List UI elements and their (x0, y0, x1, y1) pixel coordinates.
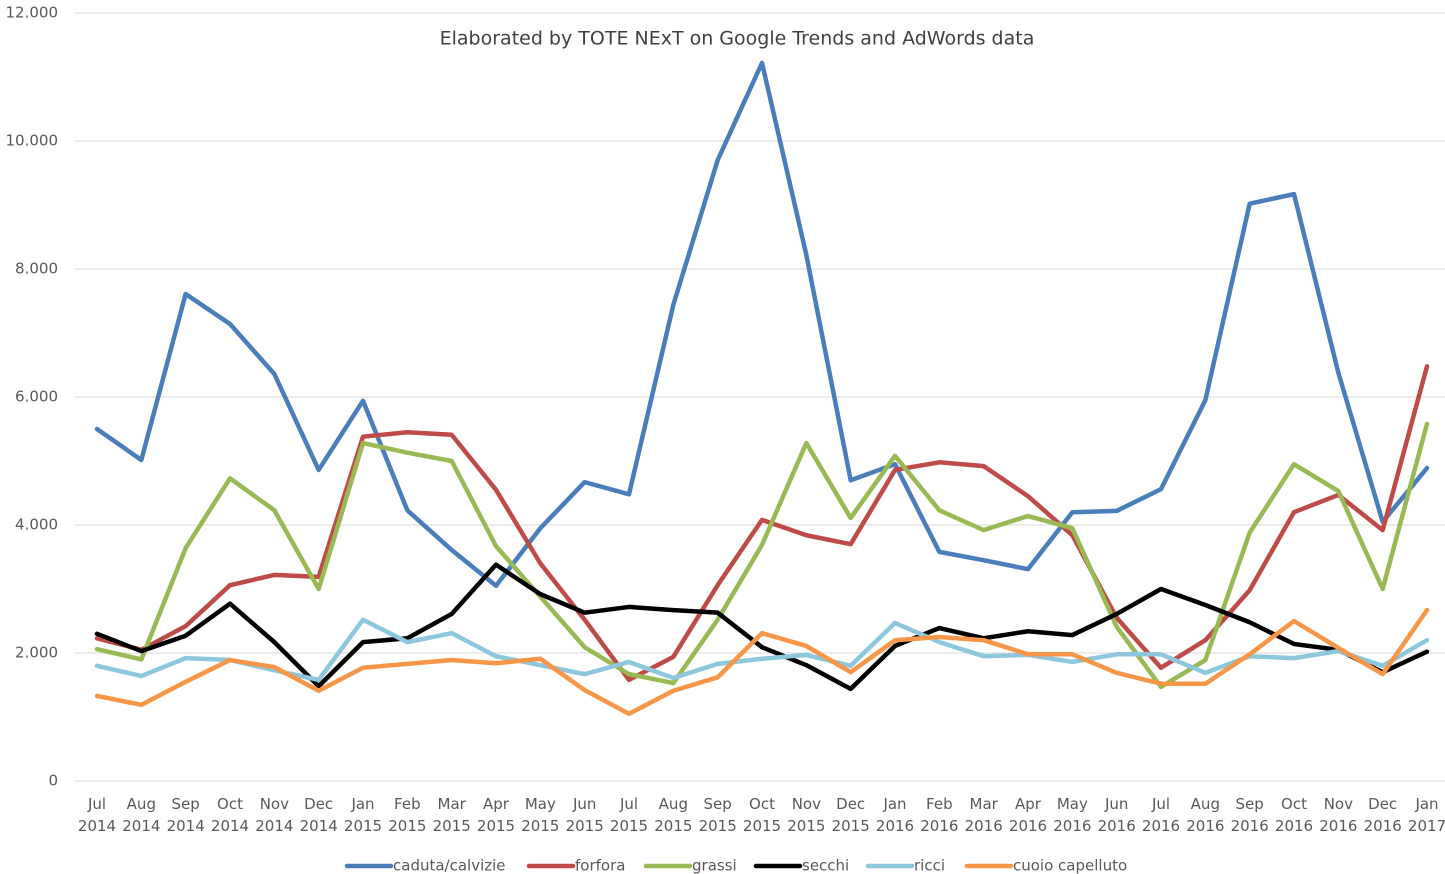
legend-label: grassi (692, 857, 737, 874)
x-tick-label: Nov 2016 (1319, 795, 1357, 835)
x-tick-label: Nov 2015 (787, 795, 825, 835)
x-tick-label: Jul 2016 (1142, 795, 1180, 835)
series-line (94, 364, 1430, 683)
x-tick-label: May 2015 (521, 795, 559, 835)
y-tick-label: 2.000 (15, 644, 58, 662)
x-tick-label: Nov 2014 (255, 795, 293, 835)
series-line (94, 60, 1430, 589)
chart-title: Elaborated by TOTE NExT on Google Trends… (440, 28, 1035, 50)
x-tick-label: Sep 2014 (167, 795, 205, 835)
series-line (94, 421, 1430, 690)
x-tick-label: Jan 2016 (876, 795, 914, 835)
x-tick-label: Dec 2014 (300, 795, 338, 835)
x-tick-label: Oct 2016 (1275, 795, 1313, 835)
x-tick-label: Apr 2015 (477, 795, 515, 835)
y-tick-label: 8.000 (15, 260, 58, 278)
x-tick-label: Sep 2016 (1231, 795, 1269, 835)
x-tick-label: Jun 2016 (1098, 795, 1136, 835)
x-tick-label: Sep 2015 (699, 795, 737, 835)
legend-label: secchi (802, 857, 849, 874)
x-tick-label: Aug 2016 (1186, 795, 1224, 835)
series-line (94, 617, 1430, 683)
x-tick-label: Apr 2016 (1009, 795, 1047, 835)
x-tick-label: Dec 2015 (832, 795, 870, 835)
x-tick-label: Feb 2015 (388, 795, 426, 835)
x-tick-label: Mar 2015 (433, 795, 471, 835)
x-tick-label: Jul 2015 (610, 795, 648, 835)
legend-label: forfora (575, 857, 625, 874)
x-tick-label: Dec 2016 (1364, 795, 1402, 835)
y-tick-label: 12.000 (6, 4, 59, 22)
x-tick-label: Aug 2014 (122, 795, 160, 835)
x-tick-label: Jan 2015 (344, 795, 382, 835)
x-tick-label: May 2016 (1053, 795, 1091, 835)
y-tick-label: 0 (48, 772, 58, 790)
x-tick-label: Oct 2015 (743, 795, 781, 835)
y-tick-label: 4.000 (15, 516, 58, 534)
legend-label: caduta/calvizie (393, 857, 506, 874)
y-tick-label: 10.000 (6, 132, 59, 150)
x-tick-label: Jun 2015 (566, 795, 604, 835)
series-line (94, 607, 1430, 717)
x-tick-label: Jul 2014 (78, 795, 116, 835)
y-tick-label: 6.000 (15, 388, 58, 406)
series-line (94, 562, 1430, 692)
x-tick-label: Mar 2016 (965, 795, 1003, 835)
x-tick-label: Feb 2016 (920, 795, 958, 835)
x-tick-label: Oct 2014 (211, 795, 249, 835)
x-tick-label: Aug 2015 (654, 795, 692, 835)
legend-label: ricci (914, 857, 945, 874)
x-tick-label: Jan 2017 (1408, 795, 1445, 835)
legend-label: cuoio capelluto (1013, 857, 1127, 874)
